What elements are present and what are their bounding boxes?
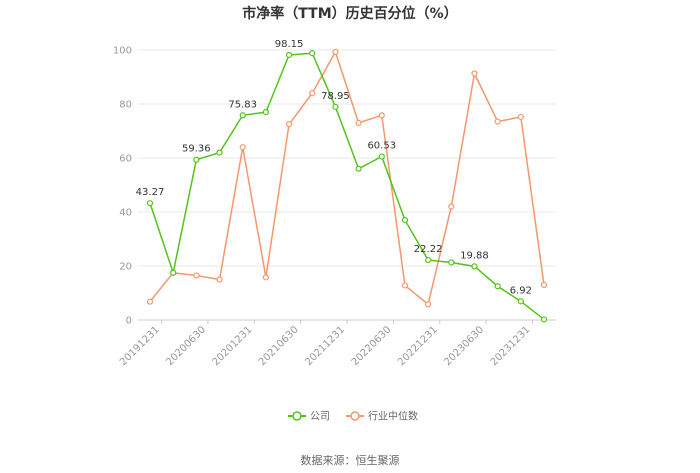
data-point[interactable] <box>170 269 177 276</box>
data-point[interactable] <box>448 259 455 266</box>
data-label: 98.15 <box>275 39 304 50</box>
data-point[interactable] <box>471 70 478 77</box>
series-line-1 <box>149 50 545 306</box>
data-point[interactable] <box>401 282 409 289</box>
data-point[interactable] <box>193 156 200 163</box>
legend-label: 行业中位数 <box>368 410 418 423</box>
data-label: 19.88 <box>460 250 489 261</box>
legend-marker <box>292 411 302 421</box>
legend-item-1[interactable]: 行业中位数 <box>346 410 418 423</box>
x-tick-label: 20201231 <box>211 324 255 368</box>
data-point[interactable] <box>425 256 432 264</box>
legend-marker <box>350 411 360 421</box>
data-point[interactable] <box>517 298 524 305</box>
data-point[interactable] <box>146 298 154 305</box>
data-point[interactable] <box>517 113 524 121</box>
data-point[interactable] <box>193 272 200 279</box>
x-tick-label: 20221231 <box>396 324 440 368</box>
y-tick-label: 100 <box>113 46 132 57</box>
data-point[interactable] <box>239 144 246 151</box>
data-label: 6.92 <box>510 285 532 296</box>
data-label: 75.83 <box>228 99 257 110</box>
x-tick-label: 20191231 <box>118 324 162 368</box>
x-tick-label: 20200630 <box>164 324 208 368</box>
source-note: 数据来源：恒生聚源 <box>301 453 400 467</box>
data-point[interactable] <box>378 112 385 119</box>
data-label: 60.53 <box>367 141 396 152</box>
data-point[interactable] <box>332 48 339 55</box>
data-point[interactable] <box>401 217 409 224</box>
data-point[interactable] <box>146 200 154 207</box>
data-point[interactable] <box>262 274 269 281</box>
data-point[interactable] <box>540 281 548 288</box>
x-tick-label: 20220630 <box>350 324 394 368</box>
y-tick-label: 80 <box>119 100 132 111</box>
data-label: 78.95 <box>321 91 350 102</box>
data-label: 22.22 <box>414 244 443 255</box>
data-point[interactable] <box>425 301 432 308</box>
series-line-0 <box>149 52 545 321</box>
y-tick-label: 40 <box>119 208 132 219</box>
y-tick-label: 60 <box>119 154 132 165</box>
data-point[interactable] <box>309 50 316 57</box>
data-point[interactable] <box>540 316 548 323</box>
data-point[interactable] <box>285 121 293 128</box>
legend[interactable]: 公司 行业中位数 <box>288 410 418 423</box>
y-tick-label: 0 <box>126 316 132 327</box>
grid-lines <box>138 49 556 267</box>
x-tick-label: 20210630 <box>257 324 301 368</box>
data-point[interactable] <box>309 90 316 97</box>
data-point[interactable] <box>355 165 362 172</box>
legend-item-0[interactable]: 公司 <box>288 411 330 423</box>
series-layer <box>146 48 548 323</box>
data-point[interactable] <box>471 263 478 270</box>
y-axis: 0 20 40 60 80 100 <box>113 46 132 327</box>
data-label: 59.36 <box>182 144 211 155</box>
data-point[interactable] <box>378 153 385 160</box>
x-tick-label: 20230630 <box>442 324 486 368</box>
data-point[interactable] <box>239 112 246 119</box>
data-point[interactable] <box>494 118 501 125</box>
data-point[interactable] <box>494 283 501 290</box>
data-labels: 43.27 59.36 75.83 98.15 78.95 60.53 22.22 19.88… <box>136 39 532 296</box>
x-axis: 20191231 20200630 20201231 20210630 20211231… <box>118 319 556 368</box>
data-point[interactable] <box>285 51 293 59</box>
data-point[interactable] <box>262 108 269 116</box>
x-tick-label: 20211231 <box>303 324 347 368</box>
data-point[interactable] <box>448 203 455 210</box>
data-point[interactable] <box>216 276 223 283</box>
chart-title: 市净率（TTM）历史百分位（%） <box>242 5 457 22</box>
legend-label: 公司 <box>310 412 330 423</box>
data-point[interactable] <box>355 119 362 127</box>
data-label: 43.27 <box>136 187 165 198</box>
data-point[interactable] <box>216 149 223 156</box>
data-point[interactable] <box>332 103 339 110</box>
x-tick-label: 20231231 <box>489 324 533 368</box>
y-tick-label: 20 <box>119 262 132 273</box>
